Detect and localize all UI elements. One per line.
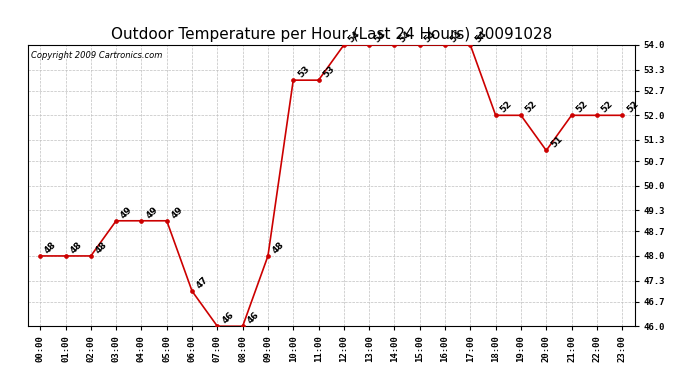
Text: 48: 48 bbox=[43, 240, 59, 255]
Text: Copyright 2009 Cartronics.com: Copyright 2009 Cartronics.com bbox=[30, 51, 162, 60]
Text: 48: 48 bbox=[68, 240, 83, 255]
Text: 47: 47 bbox=[195, 275, 210, 290]
Text: 49: 49 bbox=[144, 205, 159, 220]
Text: 54: 54 bbox=[397, 29, 413, 44]
Text: 49: 49 bbox=[119, 205, 135, 220]
Text: 48: 48 bbox=[270, 240, 286, 255]
Text: 54: 54 bbox=[422, 29, 438, 44]
Text: 52: 52 bbox=[600, 99, 615, 114]
Text: 46: 46 bbox=[220, 310, 235, 326]
Text: 54: 54 bbox=[372, 29, 387, 44]
Text: 52: 52 bbox=[498, 99, 513, 114]
Text: 54: 54 bbox=[448, 29, 463, 44]
Text: 53: 53 bbox=[322, 64, 337, 80]
Text: 53: 53 bbox=[296, 64, 311, 80]
Text: 54: 54 bbox=[346, 29, 362, 44]
Text: 52: 52 bbox=[574, 99, 589, 114]
Text: 52: 52 bbox=[625, 99, 640, 114]
Text: 46: 46 bbox=[246, 310, 261, 326]
Title: Outdoor Temperature per Hour (Last 24 Hours) 20091028: Outdoor Temperature per Hour (Last 24 Ho… bbox=[110, 27, 552, 42]
Text: 51: 51 bbox=[549, 135, 564, 150]
Text: 54: 54 bbox=[473, 29, 489, 44]
Text: 48: 48 bbox=[94, 240, 109, 255]
Text: 49: 49 bbox=[170, 205, 185, 220]
Text: 52: 52 bbox=[524, 99, 539, 114]
